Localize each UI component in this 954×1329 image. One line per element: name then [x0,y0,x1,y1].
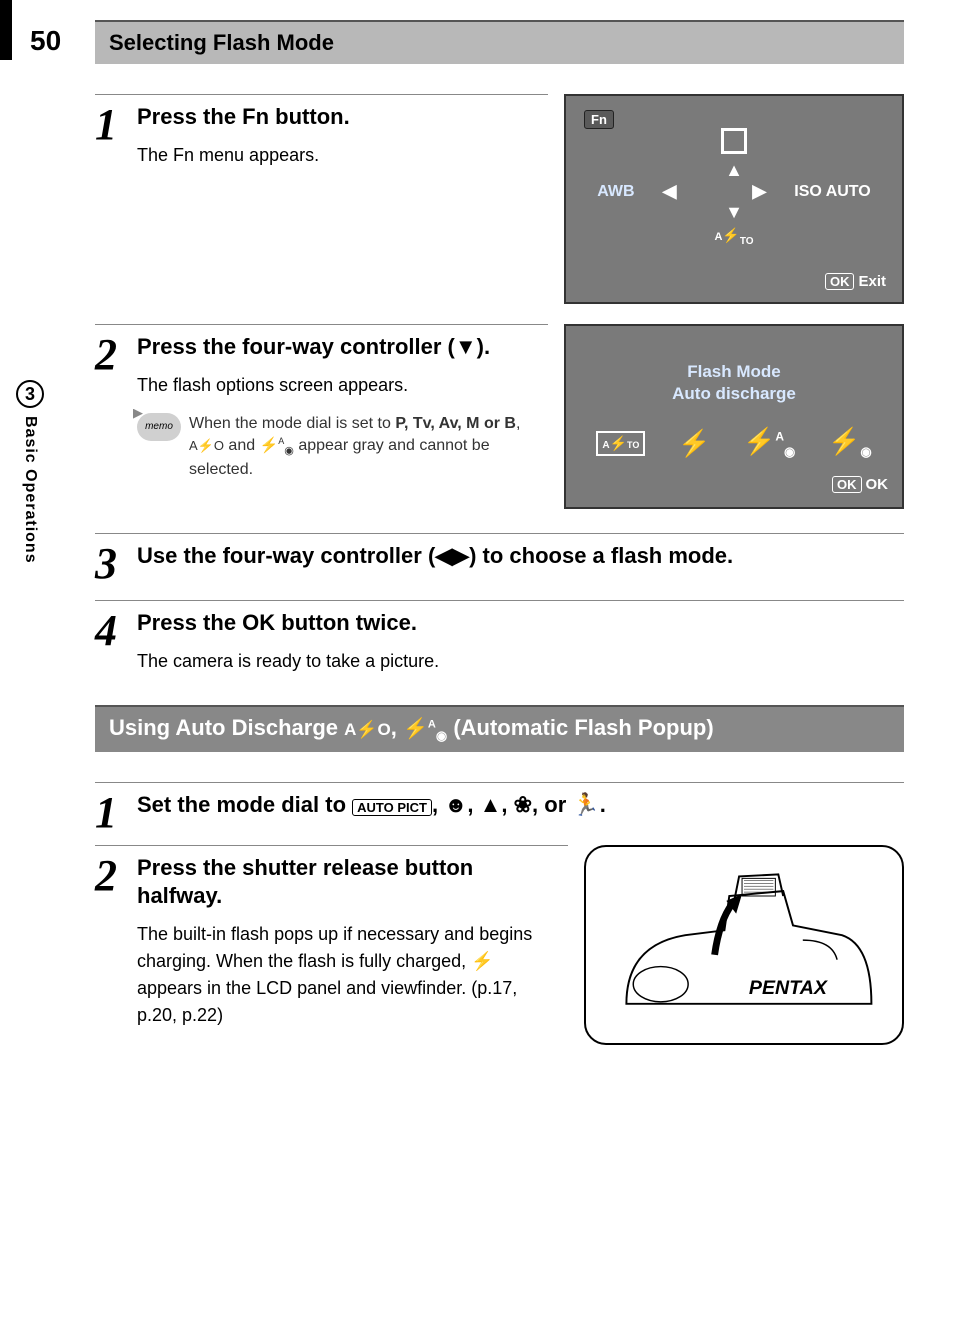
lcd-fn-menu: Fn ▲ AWB ◀ ▶ ISO AUTO ▼ A⚡TO O [564,94,904,304]
step-desc: The Fn menu appears. [137,142,538,169]
flash-on-option: ⚡ [678,428,710,459]
iso-label: ISO AUTO [794,183,870,201]
chapter-label: Basic Operations [21,416,39,564]
memo-text: When the mode dial is set to P, Tv, Av, … [189,413,538,482]
portrait-icon: ☻ [444,792,467,817]
step-title: Use the four-way controller (◀▶) to choo… [137,542,894,571]
step-title: Press the four-way controller (▼). [137,333,538,362]
section-header-flash-mode: Selecting Flash Mode [95,20,904,64]
memo-icon: memo [137,413,181,441]
step-desc: The flash options screen appears. [137,372,538,399]
ok-label: OKOK [580,476,888,493]
camera-svg: PENTAX [586,847,902,1043]
down-arrow-icon: ▼ [584,202,884,223]
step-1: 1 Press the Fn button. The Fn menu appea… [95,94,548,169]
left-arrow-icon: ◀ [663,181,677,202]
macro-icon: ❀ [514,792,532,817]
step-desc: The built-in flash pops up if necessary … [137,921,558,1029]
step-number: 2 [95,854,137,1029]
text: Press the [137,104,242,129]
page-number: 50 [30,25,61,57]
step-number: 1 [95,103,137,169]
page-corner-bar [0,0,12,60]
text: button. [269,104,350,129]
step-desc: The camera is ready to take a picture. [137,648,894,675]
step-title: Press the shutter release button halfway… [137,854,558,911]
ok-badge: OK [825,273,855,290]
auto-flash-option: A⚡TO [596,431,645,456]
action-icon: 🏃 [572,792,599,817]
step-2: 2 Press the four-way controller (▼). The… [95,324,548,482]
center-box-icon [721,128,747,154]
landscape-icon: ▲ [480,792,502,817]
step-title: Set the mode dial to AUTO PICT, ☻, ▲, ❀,… [137,791,894,820]
chapter-number: 3 [16,380,44,408]
flash-mode-icons: A⚡TO ⚡ ⚡A◉ ⚡◉ [580,426,888,460]
fn-button-label: Fn [242,104,269,129]
lcd-subtitle: Auto discharge [580,384,888,404]
lcd-title: Flash Mode [580,362,888,382]
lcd-flash-mode: Flash Mode Auto discharge A⚡TO ⚡ ⚡A◉ ⚡◉ … [564,324,904,509]
flash-redeye-option: ⚡◉ [828,426,872,460]
autopict-icon: AUTO PICT [352,799,432,816]
flash-icon: ⚡ [471,951,493,971]
exit-label: OKExit [825,273,886,290]
side-tab: 3 Basic Operations [0,380,60,564]
memo-box: memo When the mode dial is set to P, Tv,… [137,413,538,482]
step-number: 1 [95,791,137,835]
fn-badge: Fn [584,110,614,129]
pentax-label: PENTAX [749,977,829,999]
camera-illustration: PENTAX [584,845,904,1045]
step-number: 2 [95,333,137,482]
up-arrow-icon: ▲ [584,160,884,181]
right-arrow-icon: ▶ [752,181,766,202]
awb-label: AWB [597,183,634,201]
step-3: 3 Use the four-way controller (◀▶) to ch… [95,533,904,586]
step2-1: 1 Set the mode dial to AUTO PICT, ☻, ▲, … [95,782,904,835]
step-4: 4 Press the OK button twice. The camera … [95,600,904,675]
step-title: Press the Fn button. [137,103,538,132]
section-header-auto-discharge: Using Auto Discharge A⚡O, ⚡A◉ (Automatic… [95,705,904,752]
step-number: 3 [95,542,137,586]
flash-auto-redeye-option: ⚡A◉ [743,426,795,460]
step2-2: 2 Press the shutter release button halfw… [95,845,568,1029]
step-number: 4 [95,609,137,675]
auto-flash-icon: A⚡TO [584,227,884,247]
step-title: Press the OK button twice. [137,609,894,638]
